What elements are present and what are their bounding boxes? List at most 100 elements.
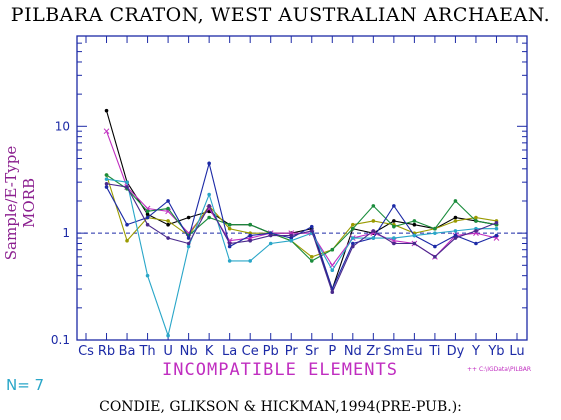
data-point bbox=[145, 215, 150, 220]
data-point bbox=[371, 219, 376, 223]
data-point bbox=[309, 224, 314, 229]
y-tick-label: 10 bbox=[55, 119, 70, 133]
data-point bbox=[412, 233, 417, 238]
data-point bbox=[289, 233, 294, 238]
citation-footer: CONDIE, GLIKSON & HICKMAN,1994(PRE-PUB.)… bbox=[99, 399, 462, 415]
data-point bbox=[166, 206, 170, 211]
data-point bbox=[412, 219, 417, 223]
sample-count: N= 7 bbox=[6, 376, 45, 394]
data-point bbox=[474, 229, 478, 233]
data-point bbox=[309, 229, 314, 233]
data-point bbox=[207, 192, 211, 197]
data-point bbox=[248, 233, 252, 238]
data-point bbox=[248, 238, 252, 243]
data-point bbox=[371, 229, 376, 233]
x-tick-label-nd: Nd bbox=[344, 344, 362, 359]
data-point bbox=[103, 128, 110, 135]
x-tick-label-k: K bbox=[205, 344, 214, 359]
data-point bbox=[166, 219, 170, 223]
data-point bbox=[351, 222, 355, 227]
x-tick-label-la: La bbox=[222, 344, 237, 359]
x-tick-label-rb: Rb bbox=[98, 344, 115, 359]
data-point bbox=[453, 236, 458, 240]
data-point bbox=[186, 215, 191, 220]
series-line bbox=[106, 183, 497, 294]
data-point bbox=[125, 185, 129, 189]
series-7 bbox=[104, 181, 499, 295]
data-point bbox=[309, 259, 314, 263]
data-point bbox=[433, 226, 437, 231]
data-point bbox=[412, 241, 417, 246]
data-point bbox=[494, 220, 499, 225]
y-axis-ticks: 10 1 0.1 bbox=[51, 35, 527, 347]
data-point bbox=[474, 215, 478, 220]
data-point bbox=[351, 241, 355, 246]
series-line bbox=[106, 161, 497, 291]
data-point bbox=[125, 222, 129, 227]
data-point bbox=[289, 236, 294, 240]
series-3 bbox=[104, 173, 499, 259]
x-tick-label-u: U bbox=[163, 344, 173, 359]
series-6 bbox=[104, 177, 499, 338]
data-point bbox=[392, 236, 396, 240]
series-5 bbox=[104, 161, 499, 291]
data-point bbox=[186, 236, 191, 240]
series-line bbox=[106, 178, 497, 338]
data-point bbox=[207, 204, 211, 208]
data-point bbox=[453, 233, 458, 238]
data-point bbox=[145, 212, 150, 217]
plot-border bbox=[76, 35, 528, 341]
series-lines bbox=[103, 108, 500, 338]
data-point bbox=[166, 236, 170, 240]
data-point bbox=[248, 222, 252, 227]
data-point bbox=[104, 108, 109, 113]
data-point bbox=[166, 199, 170, 203]
data-point bbox=[166, 222, 170, 227]
x-tick-label-ti: Ti bbox=[428, 344, 440, 359]
x-tick-label-nb: Nb bbox=[180, 344, 198, 359]
data-point bbox=[207, 215, 211, 220]
data-point bbox=[433, 244, 437, 249]
data-point bbox=[453, 229, 458, 233]
data-point bbox=[268, 233, 273, 238]
data-point bbox=[104, 185, 109, 189]
data-point bbox=[474, 219, 478, 223]
data-point bbox=[392, 204, 396, 208]
x-tick-label-pr: Pr bbox=[285, 344, 299, 359]
x-tick-label-zr: Zr bbox=[366, 344, 381, 359]
data-point bbox=[412, 222, 417, 227]
x-tick-label-eu: Eu bbox=[406, 344, 422, 359]
series-2 bbox=[103, 128, 500, 269]
data-point bbox=[206, 205, 212, 212]
data-point bbox=[494, 233, 499, 238]
data-point bbox=[330, 290, 335, 295]
data-point bbox=[248, 259, 252, 263]
data-point bbox=[433, 231, 437, 235]
data-point bbox=[207, 161, 211, 166]
x-tick-label-th: Th bbox=[138, 344, 155, 359]
data-point bbox=[453, 219, 458, 223]
y-tick-label: 0.1 bbox=[51, 333, 70, 347]
data-point bbox=[351, 244, 355, 249]
y-tick-label: 1 bbox=[62, 226, 70, 240]
data-point bbox=[145, 222, 150, 227]
x-tick-label-cs: Cs bbox=[78, 344, 94, 359]
x-tick-label-sr: Sr bbox=[305, 344, 319, 359]
data-point bbox=[392, 241, 396, 246]
x-tick-label-ce: Ce bbox=[242, 344, 259, 359]
series-line bbox=[105, 110, 497, 291]
data-point bbox=[227, 244, 232, 249]
data-point bbox=[104, 173, 109, 177]
x-axis-label: INCOMPATIBLE ELEMENTS bbox=[162, 360, 398, 380]
data-point bbox=[125, 180, 129, 184]
data-point bbox=[453, 199, 458, 203]
data-point bbox=[309, 255, 314, 259]
data-point bbox=[371, 204, 376, 208]
data-point bbox=[227, 222, 232, 227]
plot-frame bbox=[76, 35, 528, 341]
data-point bbox=[330, 247, 335, 252]
data-point bbox=[104, 181, 109, 186]
x-tick-label-ba: Ba bbox=[119, 344, 136, 359]
x-tick-label-p: P bbox=[328, 344, 336, 359]
x-tick-label-yb: Yb bbox=[487, 344, 504, 359]
